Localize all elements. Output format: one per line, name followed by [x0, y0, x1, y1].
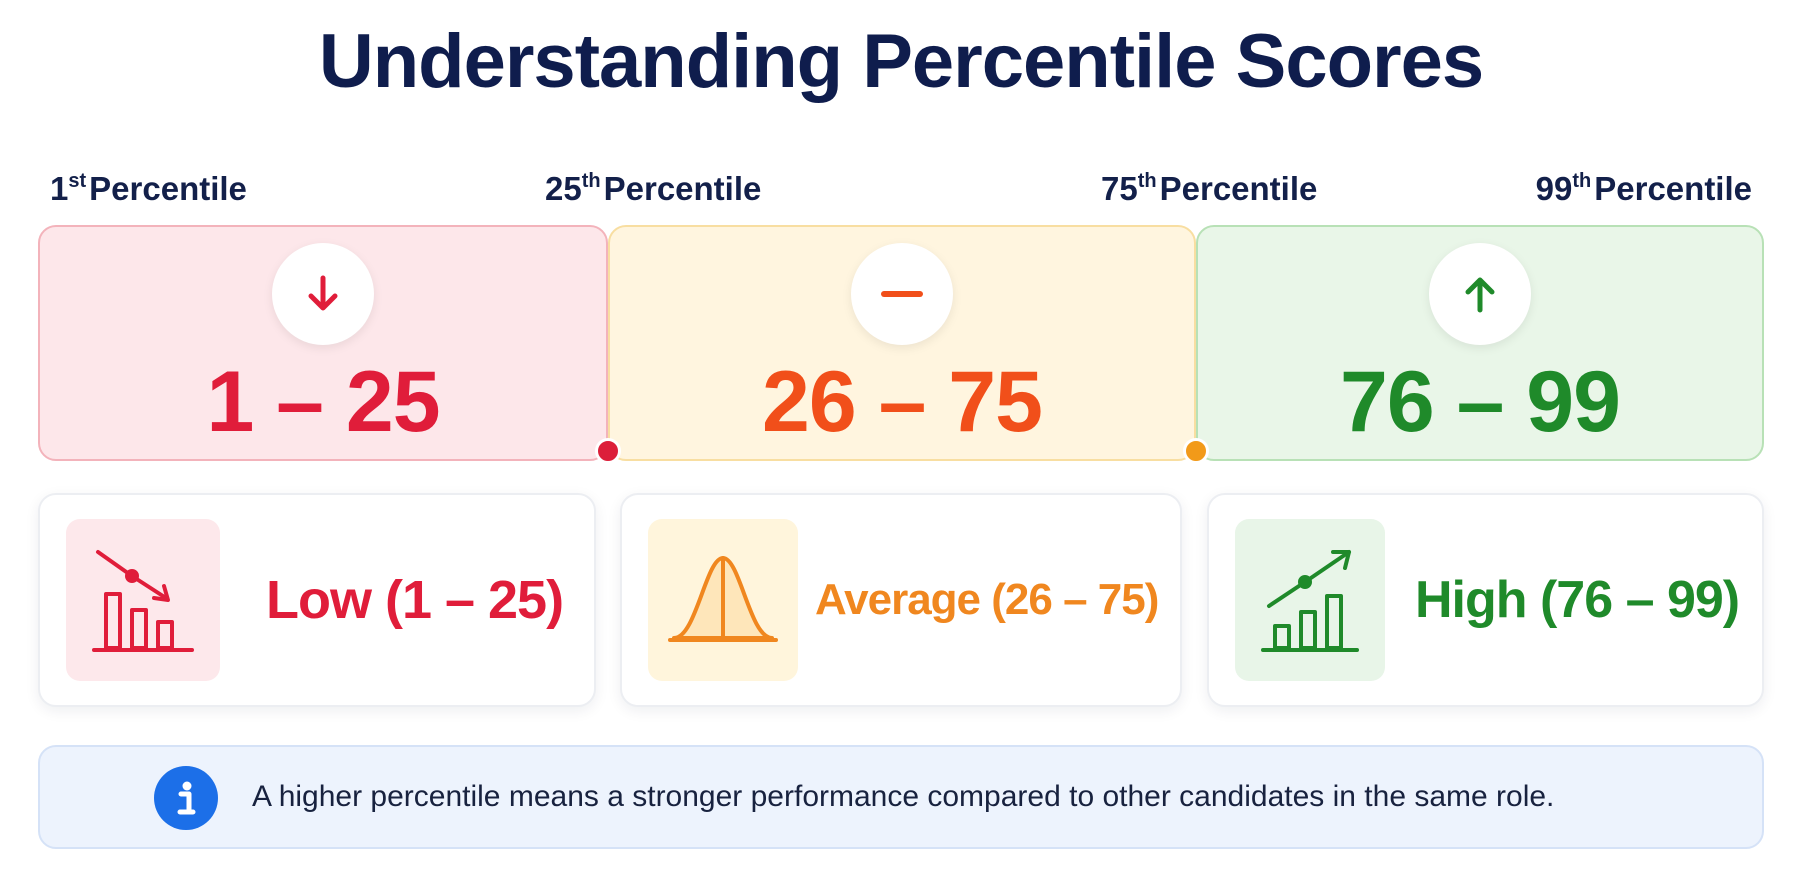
category-card-average: Average (26 – 75) [620, 493, 1182, 707]
page-title: Understanding Percentile Scores [318, 19, 1484, 104]
declining-bar-chart-icon [66, 519, 220, 681]
arrow-down-icon [272, 243, 374, 345]
arrow-up-icon [1429, 243, 1531, 345]
band-range-low: 1 – 25 [206, 354, 440, 450]
marker-dot-75th [1183, 438, 1209, 464]
info-icon [154, 766, 218, 830]
marker-label-75th: 75thPercentile [1101, 170, 1318, 207]
category-card-high: High (76 – 99) [1207, 493, 1764, 707]
band-average: 26 – 75 [608, 225, 1196, 461]
minus-icon [851, 243, 953, 345]
info-note: A higher percentile means a stronger per… [38, 745, 1764, 849]
marker-dot-25th [595, 438, 621, 464]
bell-curve-icon [648, 519, 798, 681]
category-label-average: Average (26 – 75) [815, 575, 1159, 624]
band-low: 1 – 25 [38, 225, 608, 461]
rising-bar-chart-icon [1235, 519, 1385, 681]
category-label-low: Low (1 – 25) [266, 570, 564, 630]
marker-label-1st: 1stPercentile [50, 170, 247, 207]
band-range-average: 26 – 75 [762, 354, 1043, 450]
band-range-high: 76 – 99 [1340, 354, 1621, 450]
marker-label-25th: 25thPercentile [545, 170, 762, 207]
band-high: 76 – 99 [1196, 225, 1764, 461]
category-label-high: High (76 – 99) [1415, 571, 1740, 629]
marker-label-99th: 99thPercentile [1535, 170, 1752, 207]
category-card-low: Low (1 – 25) [38, 493, 596, 707]
info-note-text: A higher percentile means a stronger per… [252, 780, 1555, 813]
